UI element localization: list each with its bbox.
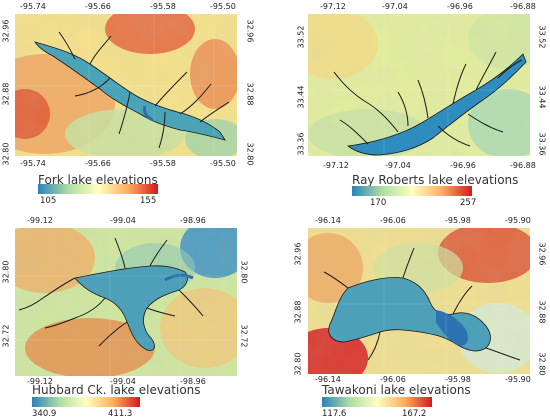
- hubbard-legend-max: 411.3: [108, 409, 133, 419]
- hubbard-y-tick-right-1: 32.80: [239, 260, 249, 284]
- ray-roberts-y-tick-right-2: 33.44: [537, 85, 547, 109]
- fork-x-tick-top-4: -95.50: [210, 2, 236, 11]
- tawakoni-y-tick-left-2: 32.88: [293, 300, 303, 324]
- tawakoni-x-tick-bottom-1: -96.14: [315, 375, 341, 384]
- tawakoni-y-tick-right-1: 32.96: [537, 242, 547, 266]
- hubbard-y-tick-left-1: 32.80: [1, 260, 11, 284]
- tawakoni-y-tick-right-3: 32.80: [537, 352, 547, 376]
- ray-roberts-x-tick-bottom-1: -97.12: [323, 161, 349, 170]
- fork-title: Fork lake elevations: [38, 173, 158, 187]
- tawakoni-title: Tawakoni lake elevations: [322, 383, 471, 397]
- fork-x-tick-top-2: -95.66: [85, 2, 111, 11]
- fork-y-tick-left-1: 32.96: [1, 19, 11, 43]
- ray-roberts-y-tick-right-3: 33.36: [537, 132, 547, 156]
- tawakoni-legend-min: 117.6: [322, 409, 347, 419]
- ray-roberts-x-tick-bottom-2: -97.04: [385, 161, 411, 170]
- hubbard-elevation-map: [15, 228, 237, 376]
- tawakoni-x-tick-top-2: -96.06: [380, 216, 406, 225]
- tawakoni-y-tick-left-1: 32.96: [293, 242, 303, 266]
- hubbard-x-tick-bottom-2: -99.04: [110, 377, 136, 386]
- hubbard-x-tick-bottom-3: -98.96: [180, 377, 206, 386]
- fork-y-tick-right-2: 32.88: [245, 82, 255, 106]
- hubbard-x-tick-top-2: -99.04: [110, 216, 136, 225]
- ray-roberts-x-tick-top-2: -97.04: [382, 2, 408, 11]
- ray-roberts-y-tick-left-3: 33.36: [296, 132, 306, 156]
- tawakoni-x-tick-top-4: -95.90: [505, 216, 531, 225]
- tawakoni-x-tick-top-1: -96.14: [315, 216, 341, 225]
- fork-elevation-map: [15, 14, 237, 156]
- ray-roberts-y-tick-right-1: 33.52: [537, 25, 547, 49]
- fork-y-tick-left-3: 32.80: [1, 142, 11, 166]
- ray-roberts-x-tick-top-1: -97.12: [320, 2, 346, 11]
- tawakoni-x-tick-bottom-4: -95.90: [505, 375, 531, 384]
- fork-x-tick-top-3: -95.58: [150, 2, 176, 11]
- hubbard-x-tick-top-1: -99.12: [27, 216, 53, 225]
- ray-roberts-y-tick-left-2: 33.44: [296, 85, 306, 109]
- tawakoni-y-tick-left-3: 32.80: [293, 352, 303, 376]
- tawakoni-elevation-map: [308, 228, 530, 374]
- hubbard-x-tick-bottom-1: -99.12: [27, 377, 53, 386]
- hubbard-y-tick-right-2: 32.72: [239, 324, 249, 348]
- fork-legend-bar: [38, 184, 158, 194]
- ray-roberts-legend-min: 170: [370, 198, 387, 208]
- fork-legend-min: 105: [40, 196, 57, 206]
- hubbard-legend-min: 340.9: [32, 409, 57, 419]
- fork-legend-max: 155: [140, 196, 157, 206]
- tawakoni-x-tick-bottom-3: -95.98: [445, 375, 471, 384]
- fork-y-tick-left-2: 32.88: [1, 82, 11, 106]
- tawakoni-x-tick-top-3: -95.98: [445, 216, 471, 225]
- ray-roberts-x-tick-bottom-4: -96.88: [510, 161, 536, 170]
- fork-x-tick-bottom-3: -95.58: [150, 159, 176, 168]
- tawakoni-y-tick-right-2: 32.88: [537, 300, 547, 324]
- ray-roberts-title: Ray Roberts lake elevations: [352, 173, 519, 187]
- ray-roberts-elevation-map: [308, 14, 530, 156]
- tawakoni-legend-max: 167.2: [402, 409, 427, 419]
- ray-roberts-y-tick-left-1: 33.52: [296, 25, 306, 49]
- ray-roberts-x-tick-top-4: -96.88: [510, 2, 536, 11]
- ray-roberts-legend-max: 257: [460, 198, 477, 208]
- tawakoni-legend-bar: [322, 397, 432, 407]
- hubbard-x-tick-top-3: -98.96: [180, 216, 206, 225]
- ray-roberts-legend-bar: [352, 186, 472, 196]
- ray-roberts-x-tick-bottom-3: -96.96: [450, 161, 476, 170]
- hubbard-legend-bar: [32, 397, 140, 407]
- tawakoni-x-tick-bottom-2: -96.06: [380, 375, 406, 384]
- fork-x-tick-bottom-1: -95.74: [20, 159, 46, 168]
- fork-x-tick-top-1: -95.74: [20, 2, 46, 11]
- fork-y-tick-right-1: 32.96: [245, 19, 255, 43]
- fork-x-tick-bottom-4: -95.50: [210, 159, 236, 168]
- ray-roberts-x-tick-top-3: -96.96: [447, 2, 473, 11]
- hubbard-title: Hubbard Ck. lake elevations: [32, 383, 201, 397]
- hubbard-y-tick-left-2: 32.72: [1, 324, 11, 348]
- fork-y-tick-right-3: 32.80: [245, 142, 255, 166]
- fork-x-tick-bottom-2: -95.66: [85, 159, 111, 168]
